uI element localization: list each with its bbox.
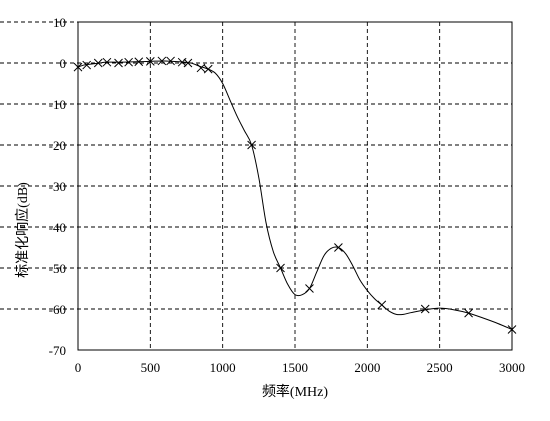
tick-labels: 10 0 -10 -20 -30 -40 -50 -60 -70 0 500 1000 1500 2000… bbox=[49, 15, 525, 375]
x-tick-label: 500 bbox=[141, 360, 161, 375]
data-point-marker bbox=[157, 56, 167, 66]
data-point-marker bbox=[420, 304, 430, 314]
x-tick-label: 2000 bbox=[354, 360, 380, 375]
data-point-marker bbox=[183, 58, 193, 68]
data-point-marker bbox=[114, 58, 123, 68]
data-point-marker bbox=[93, 58, 103, 68]
data-point-marker bbox=[276, 263, 285, 273]
data-point-marker bbox=[203, 64, 213, 74]
data-point-marker bbox=[73, 62, 83, 72]
y-tick-label: -40 bbox=[49, 220, 66, 235]
grid-lines bbox=[0, 21, 512, 350]
response-curve bbox=[77, 60, 513, 330]
x-tick-label: 3000 bbox=[499, 360, 525, 375]
y-tick-label: -20 bbox=[49, 138, 66, 153]
data-point-marker bbox=[134, 57, 144, 67]
data-point-marker bbox=[196, 63, 206, 73]
y-tick-label: -10 bbox=[49, 97, 66, 112]
y-tick-label: 0 bbox=[60, 56, 67, 71]
data-point-marker bbox=[145, 57, 155, 66]
x-tick-label: 1000 bbox=[210, 360, 236, 375]
y-axis-label: 标准化响应(dB) bbox=[14, 182, 31, 278]
x-tick-label: 2500 bbox=[427, 360, 453, 375]
data-point-marker bbox=[166, 56, 175, 66]
data-point-marker bbox=[124, 57, 133, 67]
x-axis-label: 频率(MHz) bbox=[262, 383, 328, 400]
data-point-marker bbox=[507, 325, 517, 334]
y-tick-label: 10 bbox=[53, 15, 66, 30]
data-point-marker bbox=[334, 243, 343, 252]
data-point-marker bbox=[247, 140, 256, 150]
data-point-marker bbox=[305, 284, 314, 293]
x-tick-label: 0 bbox=[75, 360, 82, 375]
y-tick-label: -60 bbox=[49, 302, 66, 317]
data-point-marker bbox=[377, 300, 387, 310]
data-point-marker bbox=[464, 308, 473, 318]
data-point-marker bbox=[102, 57, 112, 67]
data-markers bbox=[73, 56, 517, 334]
x-tick-label: 1500 bbox=[282, 360, 308, 375]
plot-frame bbox=[77, 21, 513, 351]
y-tick-label: -30 bbox=[49, 179, 66, 194]
y-tick-label: -70 bbox=[49, 343, 66, 358]
data-point-marker bbox=[82, 60, 92, 70]
y-tick-label: -50 bbox=[49, 261, 66, 276]
